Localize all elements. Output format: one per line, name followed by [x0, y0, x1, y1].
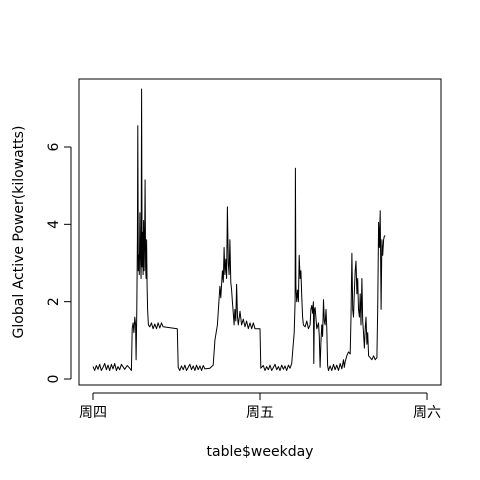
- series-line-1: [92, 88, 386, 371]
- y-tick-label-0: 0: [46, 375, 62, 384]
- x-tick-label-1: 周五: [246, 405, 274, 421]
- series-layer: [92, 88, 386, 371]
- x-axis: 周四 周五 周六: [79, 392, 441, 421]
- y-axis-label: Global Active Power(kilowatts): [11, 126, 27, 339]
- x-tick-label-0: 周四: [79, 405, 107, 421]
- y-tick-label-2: 4: [46, 220, 62, 229]
- y-tick-label-1: 2: [46, 297, 62, 306]
- y-axis: 0 2 4 6: [46, 142, 72, 384]
- x-axis-label: table$weekday: [207, 444, 314, 460]
- plot-frame: [78, 78, 442, 386]
- x-tick-label-2: 周六: [413, 405, 441, 421]
- y-tick-label-3: 6: [46, 142, 62, 151]
